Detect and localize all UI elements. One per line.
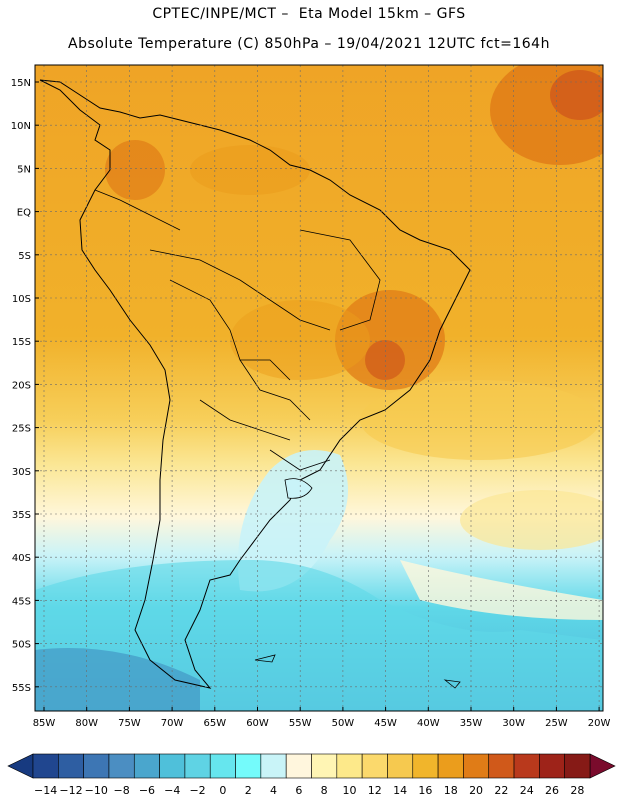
colorbar-swatch [209,753,236,779]
colorbar-label: 20 [469,784,483,797]
lon-label: 70W [161,718,184,729]
colorbar-swatch [108,753,135,779]
lat-label: EQ [17,208,31,219]
colorbar-swatch [513,753,540,779]
colorbar-swatch [260,753,287,779]
coastline [39,79,471,689]
lon-label: 40W [417,718,440,729]
lat-label: 5N [17,164,31,175]
colorbar-labels: −14 −12 −10 −8 −6 −4 −2 0 2 4 6 8 10 12 14 16 18 20 22 24 26… [34,784,584,797]
colorbar-swatch [387,753,414,779]
colorbar-label: 0 [219,784,226,797]
colorbar-swatch [58,753,84,779]
lon-label: 45W [374,718,397,729]
colorbar-swatch [285,753,312,779]
colorbar-label: 26 [545,784,559,797]
colorbar-label: −8 [114,784,130,797]
colorbar-label: 16 [418,784,432,797]
colorbar-label: −2 [189,784,205,797]
latitude-axis: 15N 10N 5N EQ 5S 10S 15S 20S 25S 30S 35S 40S 45S 50S 5… [11,78,39,694]
lat-label: 20S [12,380,31,391]
colorbar-label: 8 [321,784,328,797]
colorbar-swatch [32,753,59,779]
colorbar-swatch [336,753,363,779]
colorbar-label: 18 [444,784,458,797]
lon-label: 55W [289,718,312,729]
temperature-field [35,65,603,711]
colorbar [7,753,616,779]
colorbar-label: 4 [270,784,277,797]
colorbar-label: 2 [245,784,252,797]
lat-label: 40S [12,553,31,564]
colorbar-swatch [159,753,186,779]
colorbar-max-arrow [589,753,616,779]
colorbar-label: 12 [368,784,382,797]
lat-label: 55S [12,683,31,694]
lon-label: 80W [75,718,98,729]
colorbar-swatch [133,753,160,779]
colorbar-swatch [564,753,591,779]
colorbar-label: −14 [34,784,57,797]
colorbar-label: 14 [393,784,407,797]
lat-label: 50S [12,640,31,651]
lat-label: 30S [12,467,31,478]
colorbar-label: −6 [139,784,155,797]
colorbar-swatch [463,753,490,779]
chart-title-line2: Absolute Temperature (C) 850hPa – 19/04/… [68,36,550,52]
lat-label: 15N [11,78,31,89]
lon-label: 65W [203,718,226,729]
colorbar-swatch [83,753,110,779]
colorbar-swatch [488,753,515,779]
colorbar-label: 6 [295,784,302,797]
lat-label: 45S [12,596,31,607]
lon-label: 20W [588,718,611,729]
colorbar-label: −10 [85,784,108,797]
colorbar-label: 10 [342,784,356,797]
lon-label: 50W [332,718,355,729]
colorbar-label: −4 [164,784,180,797]
colorbar-swatch [412,753,439,779]
lon-label: 75W [118,718,141,729]
colorbar-swatch [235,753,262,779]
lat-label: 35S [12,510,31,521]
colorbar-label: 22 [494,784,508,797]
map-frame [34,64,604,712]
lat-label: 10S [12,294,31,305]
colorbar-label: 24 [520,784,534,797]
lat-label: 25S [12,424,31,435]
colorbar-label: −12 [59,784,82,797]
longitude-axis: 85W 80W 75W 70W 65W 60W 55W 50W 45W 40W 35W 30W 25W 2… [33,707,611,729]
colorbar-min-arrow [7,753,34,779]
chart-title-line1: CPTEC/INPE/MCT – Eta Model 15km – GFS [152,6,466,22]
lon-label: 85W [33,718,56,729]
colorbar-swatch [311,753,338,779]
lat-label: 10N [11,121,31,132]
lon-label: 60W [246,718,269,729]
colorbar-swatch [437,753,464,779]
colorbar-swatch [184,753,211,779]
lat-label: 15S [12,337,31,348]
lon-label: 30W [502,718,525,729]
colorbar-swatch [361,753,388,779]
colorbar-swatch [539,753,565,779]
colorbar-label: 28 [570,784,584,797]
lat-label: 5S [18,251,31,262]
lon-label: 25W [545,718,568,729]
lon-label: 35W [460,718,483,729]
